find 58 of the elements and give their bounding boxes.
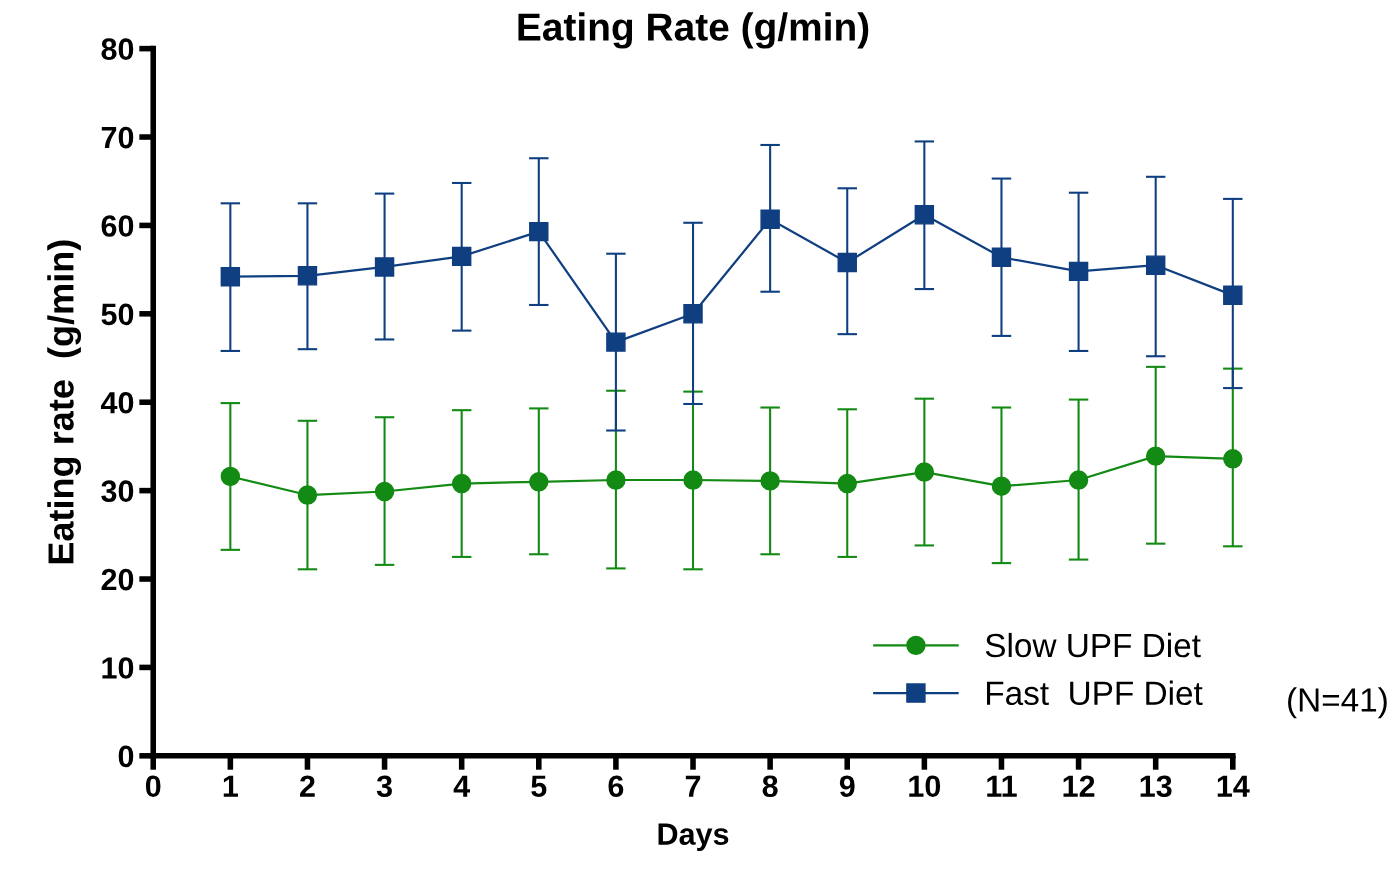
point [683,470,703,490]
point [760,209,780,229]
x-tick-label: 4 [453,775,471,797]
chart-title: Eating Rate (g/min) [518,12,869,49]
y-tick-label: 40 [100,391,134,414]
point [1068,470,1089,490]
point [914,462,935,482]
x-tick-label: 10 [909,775,941,798]
x-tick-label: 8 [762,775,778,798]
y-tick-label: 20 [101,568,134,591]
point [914,205,935,225]
x-tick-label: 3 [376,775,392,798]
point [297,266,318,286]
point [683,304,703,324]
point [220,266,241,287]
y-tick-label: 0 [118,745,134,768]
point [374,481,395,502]
x-tick-label: 14 [1217,775,1250,797]
point [297,485,318,505]
point [606,470,626,490]
y-tick-label: 50 [101,303,134,326]
point [529,472,549,492]
y-tick-label: 60 [101,215,134,237]
point [529,221,549,242]
x-tick-label: 12 [1063,775,1095,797]
point [991,247,1012,267]
point [1223,285,1243,305]
point [837,473,857,494]
x-tick-label: 5 [531,775,547,798]
point [837,252,857,273]
x-tick-label: 6 [608,775,624,798]
y-tick-label: 80 [101,38,134,60]
point [1145,446,1166,466]
x-tick-label: 0 [145,775,161,798]
point [991,476,1012,496]
legend-label: Slow UPF Diet [985,632,1201,658]
point [451,246,472,267]
point [760,471,780,491]
x-tick-label: 9 [839,775,855,798]
x-tick-label: 2 [300,775,315,797]
y-tick-label: 70 [101,126,134,149]
y-tick-label: 30 [101,480,134,503]
y-tick-label: 10 [102,657,134,679]
x-tick-label: 7 [685,775,701,797]
x-axis-title: Days [658,823,729,851]
legend-label: Fast UPF Diet [986,680,1203,706]
text: (N=41) [1288,687,1387,719]
point [374,257,395,277]
point [1145,255,1166,275]
point [1223,449,1243,469]
x-tick-label: 13 [1140,775,1172,798]
y-axis-title: Eating rate (g/min) [47,240,82,564]
point [220,466,241,487]
point [606,332,626,352]
x-tick-label: 1 [223,775,238,797]
point [451,473,472,494]
x-tick-label: 11 [987,775,1017,797]
point [1068,261,1089,282]
